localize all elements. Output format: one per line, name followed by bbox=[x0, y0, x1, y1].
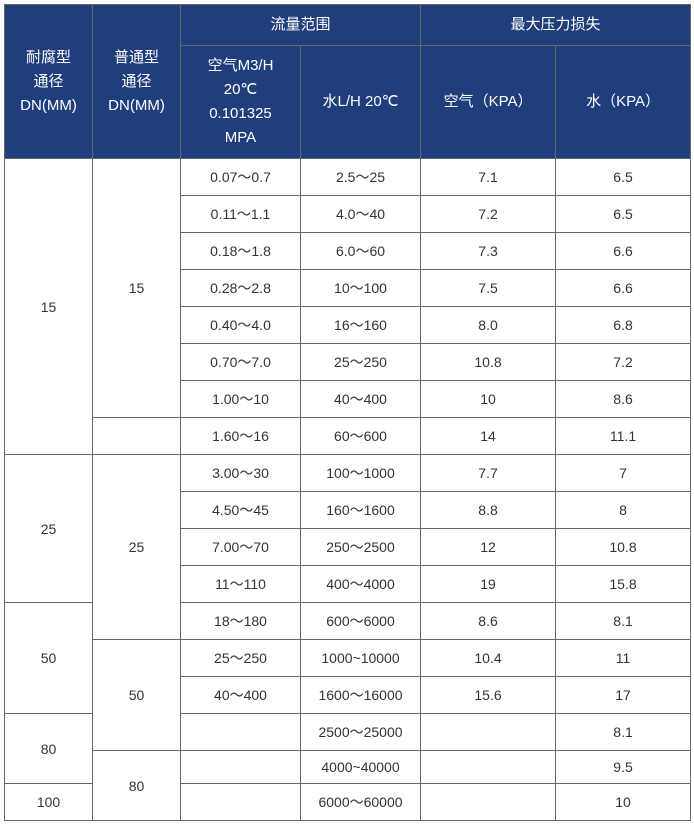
cell-air-flow: 11～110 bbox=[181, 566, 301, 603]
cell-water-pressure: 7 bbox=[556, 455, 691, 492]
cell-water-flow: 6.0～60 bbox=[301, 233, 421, 270]
cell-water-pressure: 7.2 bbox=[556, 344, 691, 381]
cell-air-flow: 25～250 bbox=[181, 640, 301, 677]
cell-water-pressure: 10.8 bbox=[556, 529, 691, 566]
cell-air-pressure: 14 bbox=[421, 418, 556, 455]
cell-air-pressure: 19 bbox=[421, 566, 556, 603]
cell-water-pressure: 9.5 bbox=[556, 751, 691, 784]
cell-air-flow: 3.00～30 bbox=[181, 455, 301, 492]
cell-corrosion-dn: 80 bbox=[5, 714, 93, 784]
table-header: 耐腐型通径DN(MM) 普通型通径DN(MM) 流量范围 最大压力损失 空气M3… bbox=[5, 5, 691, 159]
cell-water-flow: 10～100 bbox=[301, 270, 421, 307]
cell-air-pressure bbox=[421, 714, 556, 751]
cell-normal-dn: 15 bbox=[93, 159, 181, 418]
cell-air-flow: 0.40～4.0 bbox=[181, 307, 301, 344]
cell-normal-dn: 50 bbox=[93, 640, 181, 751]
cell-air-pressure: 7.2 bbox=[421, 196, 556, 233]
cell-normal-dn: 80 bbox=[93, 751, 181, 821]
header-flow-range: 流量范围 bbox=[181, 5, 421, 46]
table-body: 15150.07～0.72.5～257.16.50.11～1.14.0～407.… bbox=[5, 159, 691, 821]
cell-air-pressure: 7.1 bbox=[421, 159, 556, 196]
cell-corrosion-dn: 25 bbox=[5, 455, 93, 603]
cell-air-flow: 7.00～70 bbox=[181, 529, 301, 566]
cell-air-flow: 0.70～7.0 bbox=[181, 344, 301, 381]
cell-normal-dn bbox=[93, 418, 181, 455]
cell-water-flow: 1000~10000 bbox=[301, 640, 421, 677]
cell-water-flow: 40～400 bbox=[301, 381, 421, 418]
cell-air-flow: 18～180 bbox=[181, 603, 301, 640]
header-max-pressure-loss: 最大压力损失 bbox=[421, 5, 691, 46]
cell-air-flow: 0.11～1.1 bbox=[181, 196, 301, 233]
header-air-flow: 空气M3/H20℃0.101325MPA bbox=[181, 46, 301, 159]
cell-air-pressure: 15.6 bbox=[421, 677, 556, 714]
cell-normal-dn: 25 bbox=[93, 455, 181, 640]
cell-air-flow bbox=[181, 714, 301, 751]
cell-water-pressure: 17 bbox=[556, 677, 691, 714]
table-row: 15150.07～0.72.5～257.16.5 bbox=[5, 159, 691, 196]
cell-air-pressure: 12 bbox=[421, 529, 556, 566]
cell-water-flow: 600～6000 bbox=[301, 603, 421, 640]
cell-water-pressure: 8.1 bbox=[556, 603, 691, 640]
table-row: 5025～2501000~1000010.411 bbox=[5, 640, 691, 677]
table-row: 1.60～1660～6001411.1 bbox=[5, 418, 691, 455]
cell-water-flow: 1600～16000 bbox=[301, 677, 421, 714]
cell-water-pressure: 8 bbox=[556, 492, 691, 529]
cell-water-pressure: 10 bbox=[556, 784, 691, 821]
cell-air-flow: 0.07～0.7 bbox=[181, 159, 301, 196]
cell-water-pressure: 6.6 bbox=[556, 270, 691, 307]
cell-water-flow: 2.5～25 bbox=[301, 159, 421, 196]
cell-water-pressure: 6.5 bbox=[556, 196, 691, 233]
cell-water-flow: 250～2500 bbox=[301, 529, 421, 566]
cell-air-flow bbox=[181, 784, 301, 821]
table-row: 25253.00～30100～10007.77 bbox=[5, 455, 691, 492]
cell-air-flow: 1.60～16 bbox=[181, 418, 301, 455]
cell-water-pressure: 6.5 bbox=[556, 159, 691, 196]
cell-air-flow: 1.00～10 bbox=[181, 381, 301, 418]
cell-water-flow: 4000~40000 bbox=[301, 751, 421, 784]
table-row: 804000~400009.5 bbox=[5, 751, 691, 784]
cell-air-flow: 40～400 bbox=[181, 677, 301, 714]
cell-water-flow: 25～250 bbox=[301, 344, 421, 381]
cell-air-pressure: 8.6 bbox=[421, 603, 556, 640]
cell-water-flow: 100～1000 bbox=[301, 455, 421, 492]
cell-water-pressure: 8.6 bbox=[556, 381, 691, 418]
header-water-flow: 水L/H 20℃ bbox=[301, 46, 421, 159]
cell-corrosion-dn: 100 bbox=[5, 784, 93, 821]
cell-corrosion-dn: 15 bbox=[5, 159, 93, 455]
cell-water-flow: 60～600 bbox=[301, 418, 421, 455]
cell-water-flow: 160～1600 bbox=[301, 492, 421, 529]
cell-air-pressure: 7.7 bbox=[421, 455, 556, 492]
cell-air-pressure bbox=[421, 784, 556, 821]
cell-water-flow: 400～4000 bbox=[301, 566, 421, 603]
cell-air-flow: 0.18～1.8 bbox=[181, 233, 301, 270]
cell-air-pressure: 8.0 bbox=[421, 307, 556, 344]
cell-water-pressure: 11 bbox=[556, 640, 691, 677]
cell-air-pressure: 7.5 bbox=[421, 270, 556, 307]
header-air-pressure: 空气（KPA） bbox=[421, 46, 556, 159]
cell-air-flow: 0.28～2.8 bbox=[181, 270, 301, 307]
cell-air-pressure bbox=[421, 751, 556, 784]
cell-air-pressure: 10.8 bbox=[421, 344, 556, 381]
cell-air-flow: 4.50～45 bbox=[181, 492, 301, 529]
cell-air-pressure: 10.4 bbox=[421, 640, 556, 677]
cell-water-flow: 4.0～40 bbox=[301, 196, 421, 233]
cell-air-pressure: 7.3 bbox=[421, 233, 556, 270]
cell-water-flow: 6000～60000 bbox=[301, 784, 421, 821]
header-normal-dn: 普通型通径DN(MM) bbox=[93, 5, 181, 159]
cell-water-pressure: 8.1 bbox=[556, 714, 691, 751]
cell-water-flow: 2500～25000 bbox=[301, 714, 421, 751]
cell-air-flow bbox=[181, 751, 301, 784]
cell-water-pressure: 6.6 bbox=[556, 233, 691, 270]
spec-table: 耐腐型通径DN(MM) 普通型通径DN(MM) 流量范围 最大压力损失 空气M3… bbox=[4, 4, 691, 821]
cell-air-pressure: 10 bbox=[421, 381, 556, 418]
cell-air-pressure: 8.8 bbox=[421, 492, 556, 529]
cell-corrosion-dn: 50 bbox=[5, 603, 93, 714]
cell-water-flow: 16～160 bbox=[301, 307, 421, 344]
cell-water-pressure: 6.8 bbox=[556, 307, 691, 344]
cell-water-pressure: 11.1 bbox=[556, 418, 691, 455]
header-corrosion-dn: 耐腐型通径DN(MM) bbox=[5, 5, 93, 159]
header-water-pressure: 水（KPA） bbox=[556, 46, 691, 159]
cell-water-pressure: 15.8 bbox=[556, 566, 691, 603]
